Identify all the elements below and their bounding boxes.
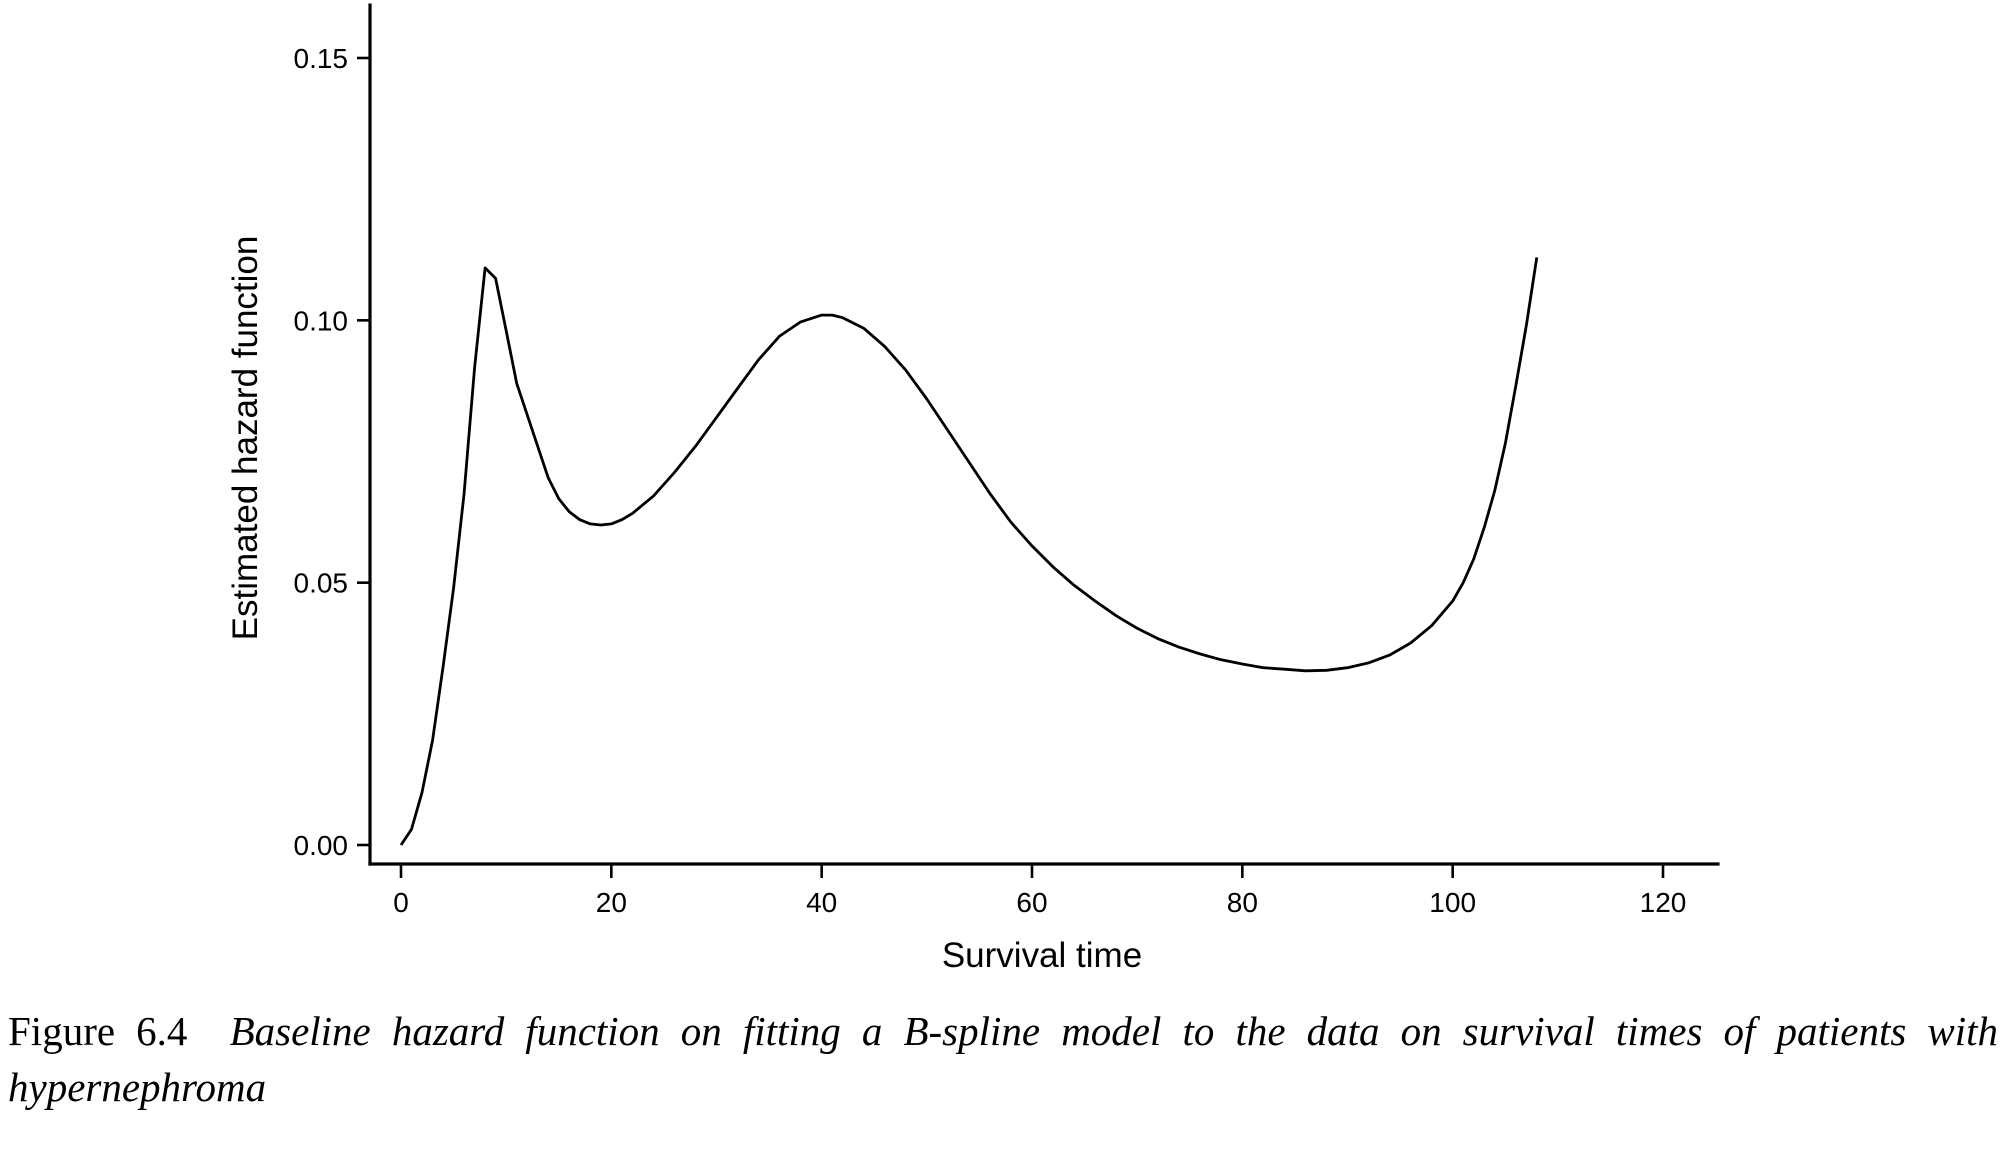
hazard-curve-series — [399, 257, 1539, 846]
y-tick-label: 0.05 — [294, 568, 349, 599]
hazard-chart: 0.00 0.05 0.10 0.15 0 20 40 60 80 100 120 Estimat… — [226, 3, 1720, 975]
hazard-curve — [399, 257, 1539, 846]
x-tick-label: 60 — [1016, 887, 1047, 918]
figure-caption-text: Baseline hazard function on fitting a B-… — [8, 1008, 1999, 1110]
figure-caption-label: Figure 6.4 — [8, 1008, 188, 1054]
y-axis-title: Estimated hazard function — [226, 236, 265, 641]
x-tick-label: 20 — [596, 887, 627, 918]
figure-caption: Figure 6.4 Baseline hazard function on f… — [8, 1003, 1998, 1115]
x-tick-label: 40 — [806, 887, 837, 918]
y-tick-label: 0.10 — [294, 305, 349, 336]
y-tick-label: 0.00 — [294, 830, 349, 861]
x-tick-label: 100 — [1429, 887, 1476, 918]
y-axis: 0.00 0.05 0.10 0.15 — [294, 3, 372, 866]
x-axis: 0 20 40 60 80 100 120 — [368, 862, 1720, 918]
x-axis-title: Survival time — [942, 936, 1142, 975]
y-tick-label: 0.15 — [294, 43, 349, 74]
x-tick-label: 80 — [1227, 887, 1258, 918]
x-tick-label: 120 — [1640, 887, 1687, 918]
x-tick-label: 0 — [393, 887, 409, 918]
